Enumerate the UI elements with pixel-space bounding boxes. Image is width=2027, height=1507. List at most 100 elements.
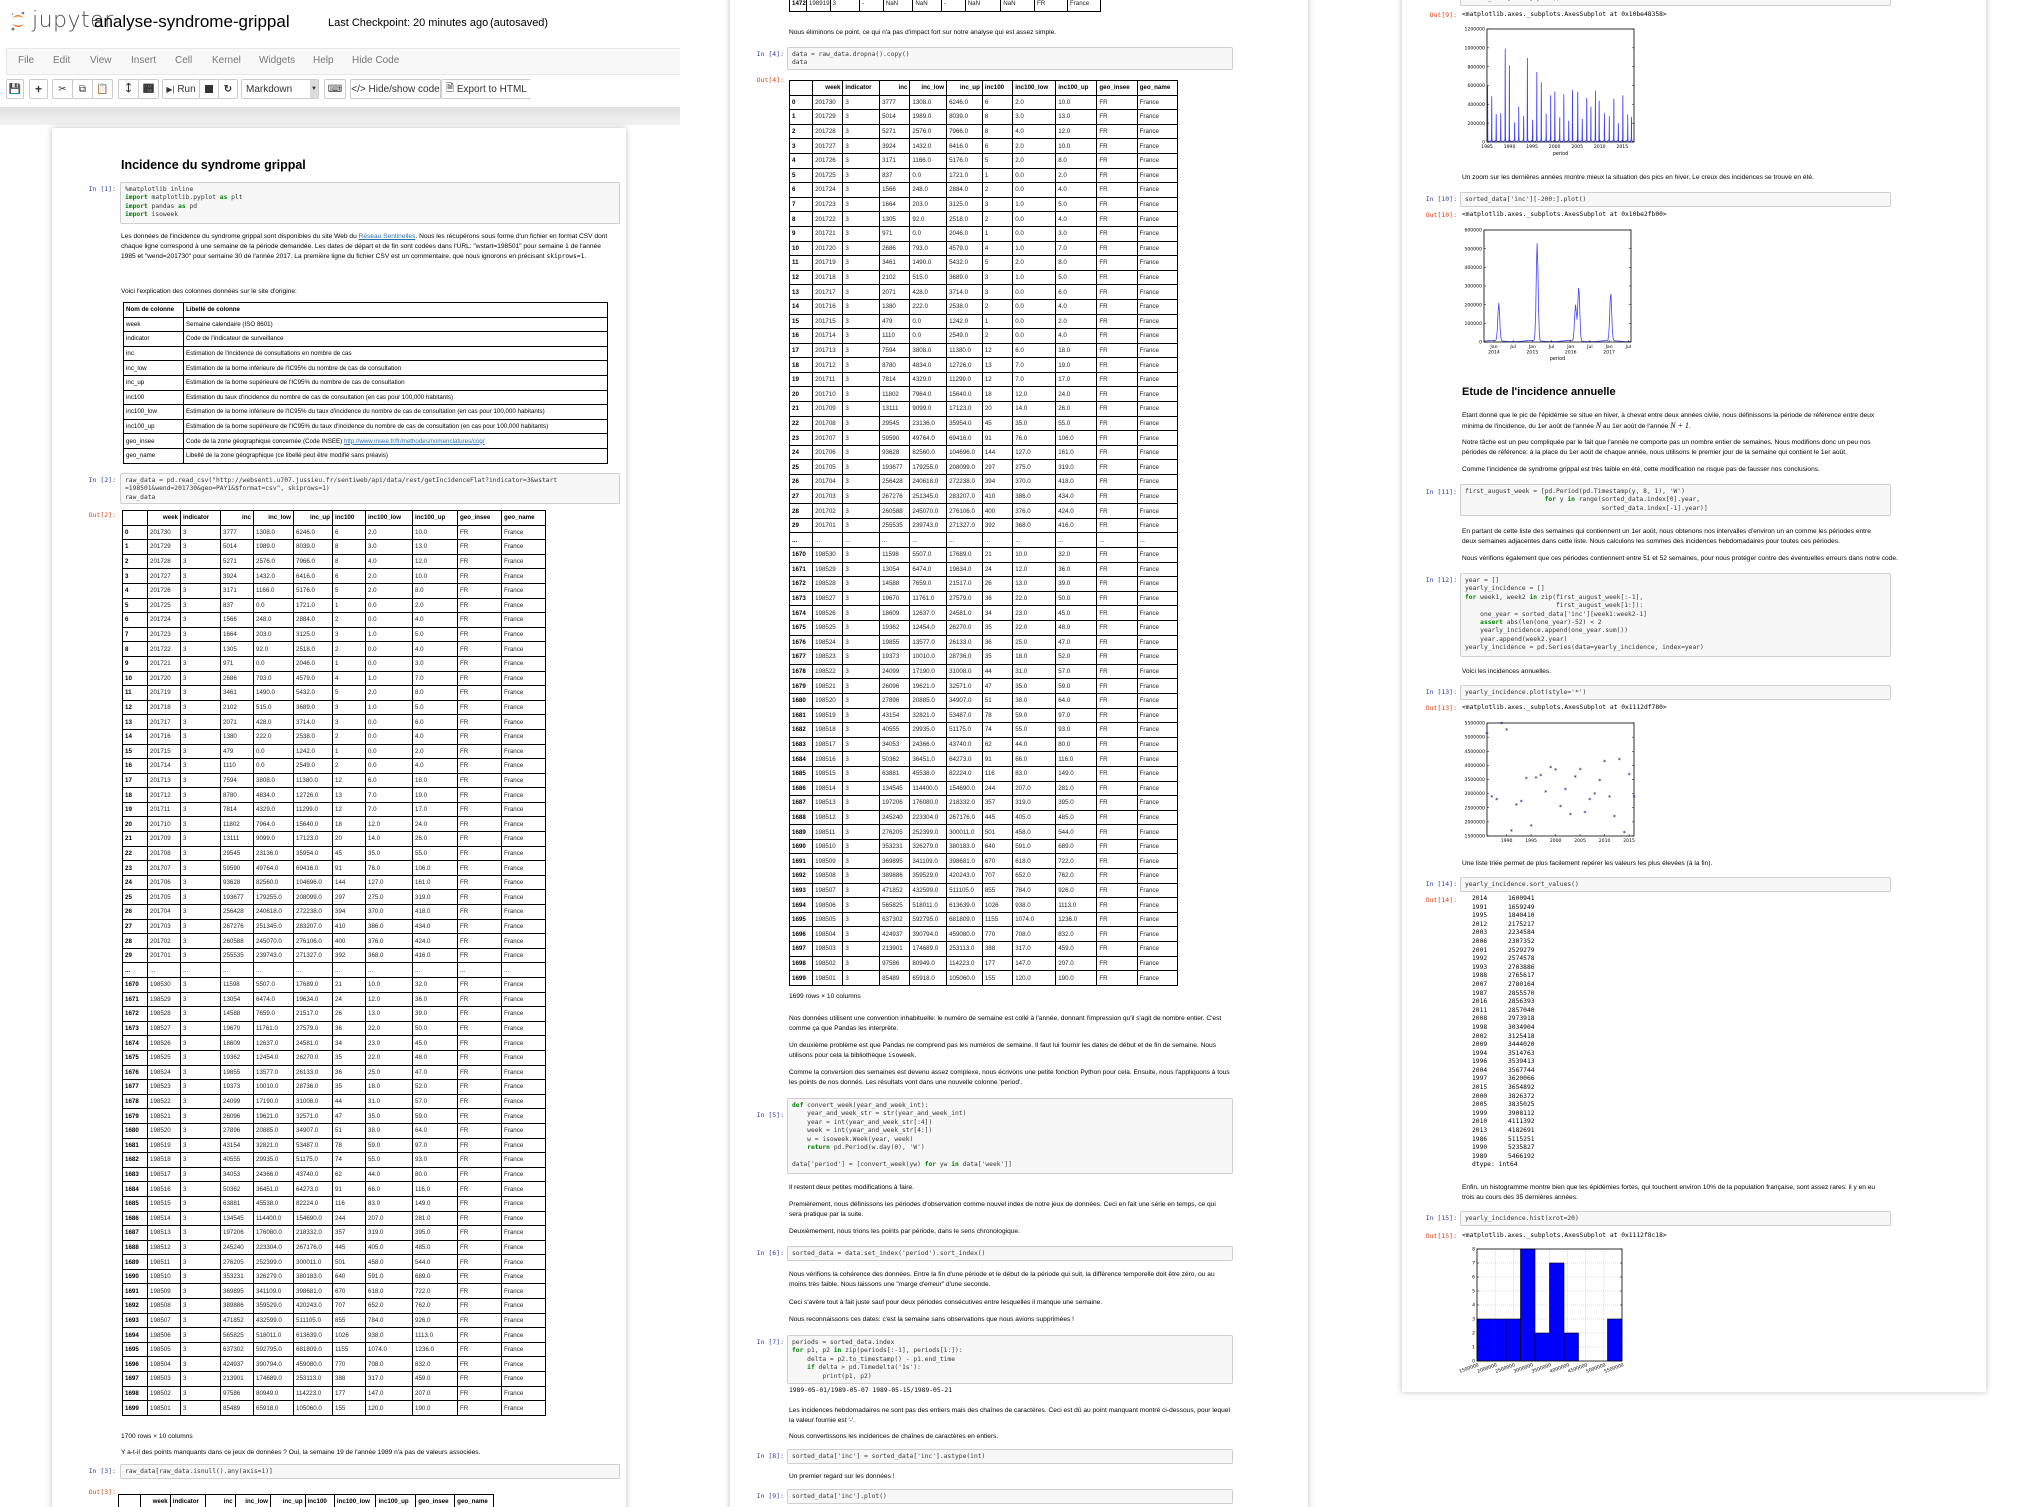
table-cell: 390794.0 — [909, 926, 948, 943]
reseau-sentinelles-link[interactable]: Réseau Sentinelles — [358, 233, 416, 240]
scatter-point: * — [1495, 797, 1498, 804]
cut-button[interactable]: ✂ — [52, 79, 73, 99]
table-cell: 1 — [981, 225, 1014, 242]
table-cell: 2071 — [879, 284, 911, 300]
table-cell: France — [501, 1064, 546, 1081]
table-cell: 708.0 — [365, 1356, 413, 1373]
copy-icon: ⧉ — [78, 83, 87, 95]
table-cell: 2549.0 — [293, 758, 333, 774]
hide-show-code-button[interactable]: </> Hide/show code — [350, 79, 441, 99]
code-cell-9-continued[interactable]: sorted_data['inc'].plot() — [1460, 0, 1891, 6]
code-cell-3[interactable]: raw_data[raw_data.isnull().any(axis=1)] — [120, 1464, 620, 1479]
code-cell-11[interactable]: first_august_week = [pd.Period(pd.Timest… — [1460, 484, 1891, 516]
move-down-button[interactable]: 🡛 — [138, 79, 159, 99]
table-cell: 114223.0 — [946, 955, 983, 972]
table-cell: 1 — [332, 597, 366, 614]
table-cell: 3 — [180, 714, 221, 730]
table-cell: 297 — [981, 459, 1014, 476]
table-cell: 11598 — [879, 547, 911, 563]
paste-icon: 📋 — [96, 83, 109, 95]
table-cell: 1113.0 — [412, 1327, 458, 1343]
row-index: 1698 — [122, 1385, 148, 1402]
move-up-button[interactable]: 🡙 — [118, 79, 139, 99]
insee-link[interactable]: http://www.insee.fr/fr/methodes/nomencla… — [343, 437, 485, 445]
table-cell: FR — [457, 787, 502, 803]
row-index: 0 — [122, 524, 148, 541]
table-cell: 0.0 — [365, 655, 413, 672]
table-cell: 198527 — [812, 590, 844, 607]
row-index: 1682 — [122, 1152, 148, 1168]
table-cell: 203.0 — [253, 626, 294, 643]
interrupt-button[interactable] — [199, 79, 219, 99]
table-cell: 3461 — [879, 255, 911, 271]
insert-cell-button[interactable]: + — [29, 79, 48, 99]
row-index: 1671 — [788, 561, 814, 578]
table-cell: FR — [457, 1093, 502, 1110]
code-line: sorted_data.index[-1].year)] — [1465, 504, 1708, 512]
menu-edit[interactable]: Edit — [53, 55, 71, 66]
code-line: raw_data = pd.read_csv("http://websenti.… — [125, 477, 558, 484]
table-cell: 20 — [332, 831, 366, 847]
tick-label: 0 — [1479, 340, 1482, 346]
table-cell: 201713 — [812, 342, 844, 359]
code-cell-9[interactable]: sorted_data['inc'].plot() — [787, 1489, 1233, 1504]
paste-button[interactable]: 📋 — [92, 79, 113, 99]
table-row: 7 201723 3 1664 203.0 3125.0 3 1.0 5.0 FR France — [122, 626, 546, 643]
table-cell: 155 — [332, 1400, 366, 1416]
keyboard-icon: ⌨ — [327, 83, 343, 95]
row-index: 1683 — [788, 736, 814, 753]
menu-file[interactable]: File — [18, 55, 35, 66]
table-cell: 3.0 — [1055, 225, 1098, 242]
row-index: 9 — [122, 655, 148, 672]
menu-help[interactable]: Help — [313, 55, 334, 66]
code-cell-13[interactable]: yearly_incidence.plot(style='*') — [1460, 685, 1891, 700]
export-html-button[interactable]: 🗎 Export to HTML — [441, 79, 531, 99]
code-cell-5[interactable]: def convert_week(year_and_week_int): yea… — [787, 1098, 1233, 1174]
code-cell-10[interactable]: sorted_data['inc'][-200:].plot() — [1460, 192, 1891, 207]
scatter-point: * — [1544, 790, 1547, 797]
notebook-name[interactable]: analyse-syndrome-grippal — [94, 12, 290, 31]
code-cell-14[interactable]: yearly_incidence.sort_values() — [1460, 877, 1891, 892]
code-cell-4[interactable]: data = raw_data.dropna().copy() data — [787, 47, 1233, 70]
row-index: 1693 — [122, 1312, 148, 1329]
save-button[interactable]: 💾 — [6, 79, 24, 99]
code-cell-7[interactable]: periods = sorted_data.index for p1, p2 in… — [787, 1335, 1233, 1384]
menu-hide-code[interactable]: Hide Code — [352, 55, 400, 66]
table-cell: 64.0 — [1055, 692, 1098, 709]
table-cell: FR — [457, 991, 502, 1008]
table-cell: 0.0 — [909, 167, 948, 184]
copy-button[interactable]: ⧉ — [72, 79, 93, 99]
table-cell: 3 — [180, 1239, 221, 1256]
menu-widgets[interactable]: Widgets — [259, 55, 296, 66]
table-cell: 26096 — [879, 678, 911, 694]
code-cell-2[interactable]: raw_data = pd.read_csv("http://websenti.… — [120, 473, 620, 504]
table-cell: 251345.0 — [909, 488, 948, 505]
menu-view[interactable]: View — [90, 55, 112, 66]
table-cell: 1.0 — [365, 670, 413, 687]
table-cell: FR — [1096, 838, 1138, 855]
table-row: 1699 198501 3 85489 65918.0 105060.0 155 120.0 1… — [788, 970, 1178, 986]
run-button[interactable]: ▶| Run — [162, 79, 200, 99]
menu-kernel[interactable]: Kernel — [212, 55, 241, 66]
row-index: 9 — [788, 225, 814, 242]
code-cell-6[interactable]: sorted_data = data.set_index('period').s… — [787, 1246, 1233, 1261]
table-cell: France — [501, 670, 546, 687]
code-cell-8[interactable]: sorted_data['inc'] = sorted_data['inc'].… — [787, 1449, 1233, 1464]
table-cell: 149.0 — [1055, 765, 1098, 782]
table-cell: 82224.0 — [946, 765, 983, 782]
code-cell-15[interactable]: yearly_incidence.hist(xrot=20) — [1460, 1211, 1891, 1226]
menu-insert[interactable]: Insert — [131, 55, 157, 66]
table-cell: 201717 — [147, 714, 181, 730]
table-cell: 2046.0 — [293, 655, 333, 672]
command-palette-button[interactable]: ⌨ — [324, 79, 346, 99]
cell-type-select[interactable]: Markdown ▼ — [241, 79, 319, 99]
table-cell: 971 — [879, 225, 911, 242]
jupyter-logo[interactable]: jupyter — [10, 8, 114, 33]
jupyter-logo-icon — [11, 11, 25, 30]
code-cell-12[interactable]: year = [] yearly_incidence = [] for week1,… — [1460, 573, 1891, 657]
table-cell: France — [1136, 722, 1178, 738]
code-cell-1[interactable]: %matplotlib inline import matplotlib.pypl… — [120, 182, 620, 224]
table-cell: 45538.0 — [253, 1195, 294, 1212]
restart-button[interactable]: ↻ — [218, 79, 238, 99]
menu-cell[interactable]: Cell — [175, 55, 193, 66]
